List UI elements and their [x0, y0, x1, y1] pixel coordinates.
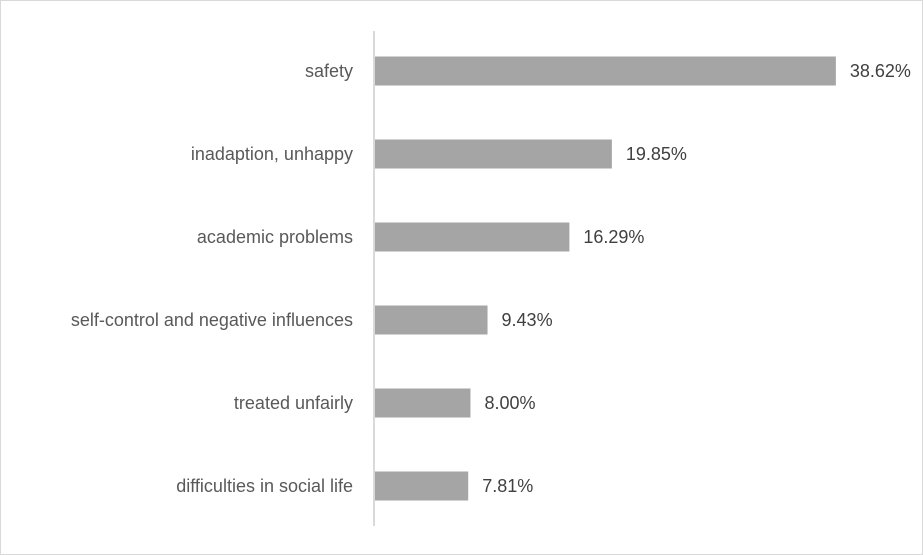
value-label-treated-unfairly: 8.00%	[484, 393, 535, 413]
category-labels-group: safety inadaption, unhappy academic proble…	[71, 61, 353, 496]
bars-group	[375, 56, 836, 501]
bar-difficulties-in-social-life	[375, 471, 469, 501]
value-label-safety: 38.62%	[850, 61, 911, 81]
category-label-treated-unfairly: treated unfairly	[234, 393, 353, 413]
bar-treated-unfairly	[375, 388, 471, 418]
bar-academic-problems	[375, 222, 570, 252]
bar-safety	[375, 56, 836, 86]
bar-self-control-and-negative-influences	[375, 305, 488, 335]
value-label-academic-problems: 16.29%	[583, 227, 644, 247]
value-label-difficulties-in-social-life: 7.81%	[482, 476, 533, 496]
category-label-self-control-and-negative-influences: self-control and negative influences	[71, 310, 353, 330]
category-label-difficulties-in-social-life: difficulties in social life	[176, 476, 353, 496]
category-label-academic-problems: academic problems	[197, 227, 353, 247]
value-label-self-control-and-negative-influences: 9.43%	[502, 310, 553, 330]
value-labels-group: 38.62% 19.85% 16.29% 9.43% 8.00% 7.81%	[482, 61, 911, 496]
value-label-inadaption-unhappy: 19.85%	[626, 144, 687, 164]
category-label-safety: safety	[305, 61, 353, 81]
bar-inadaption-unhappy	[375, 139, 612, 169]
category-label-inadaption-unhappy: inadaption, unhappy	[191, 144, 353, 164]
